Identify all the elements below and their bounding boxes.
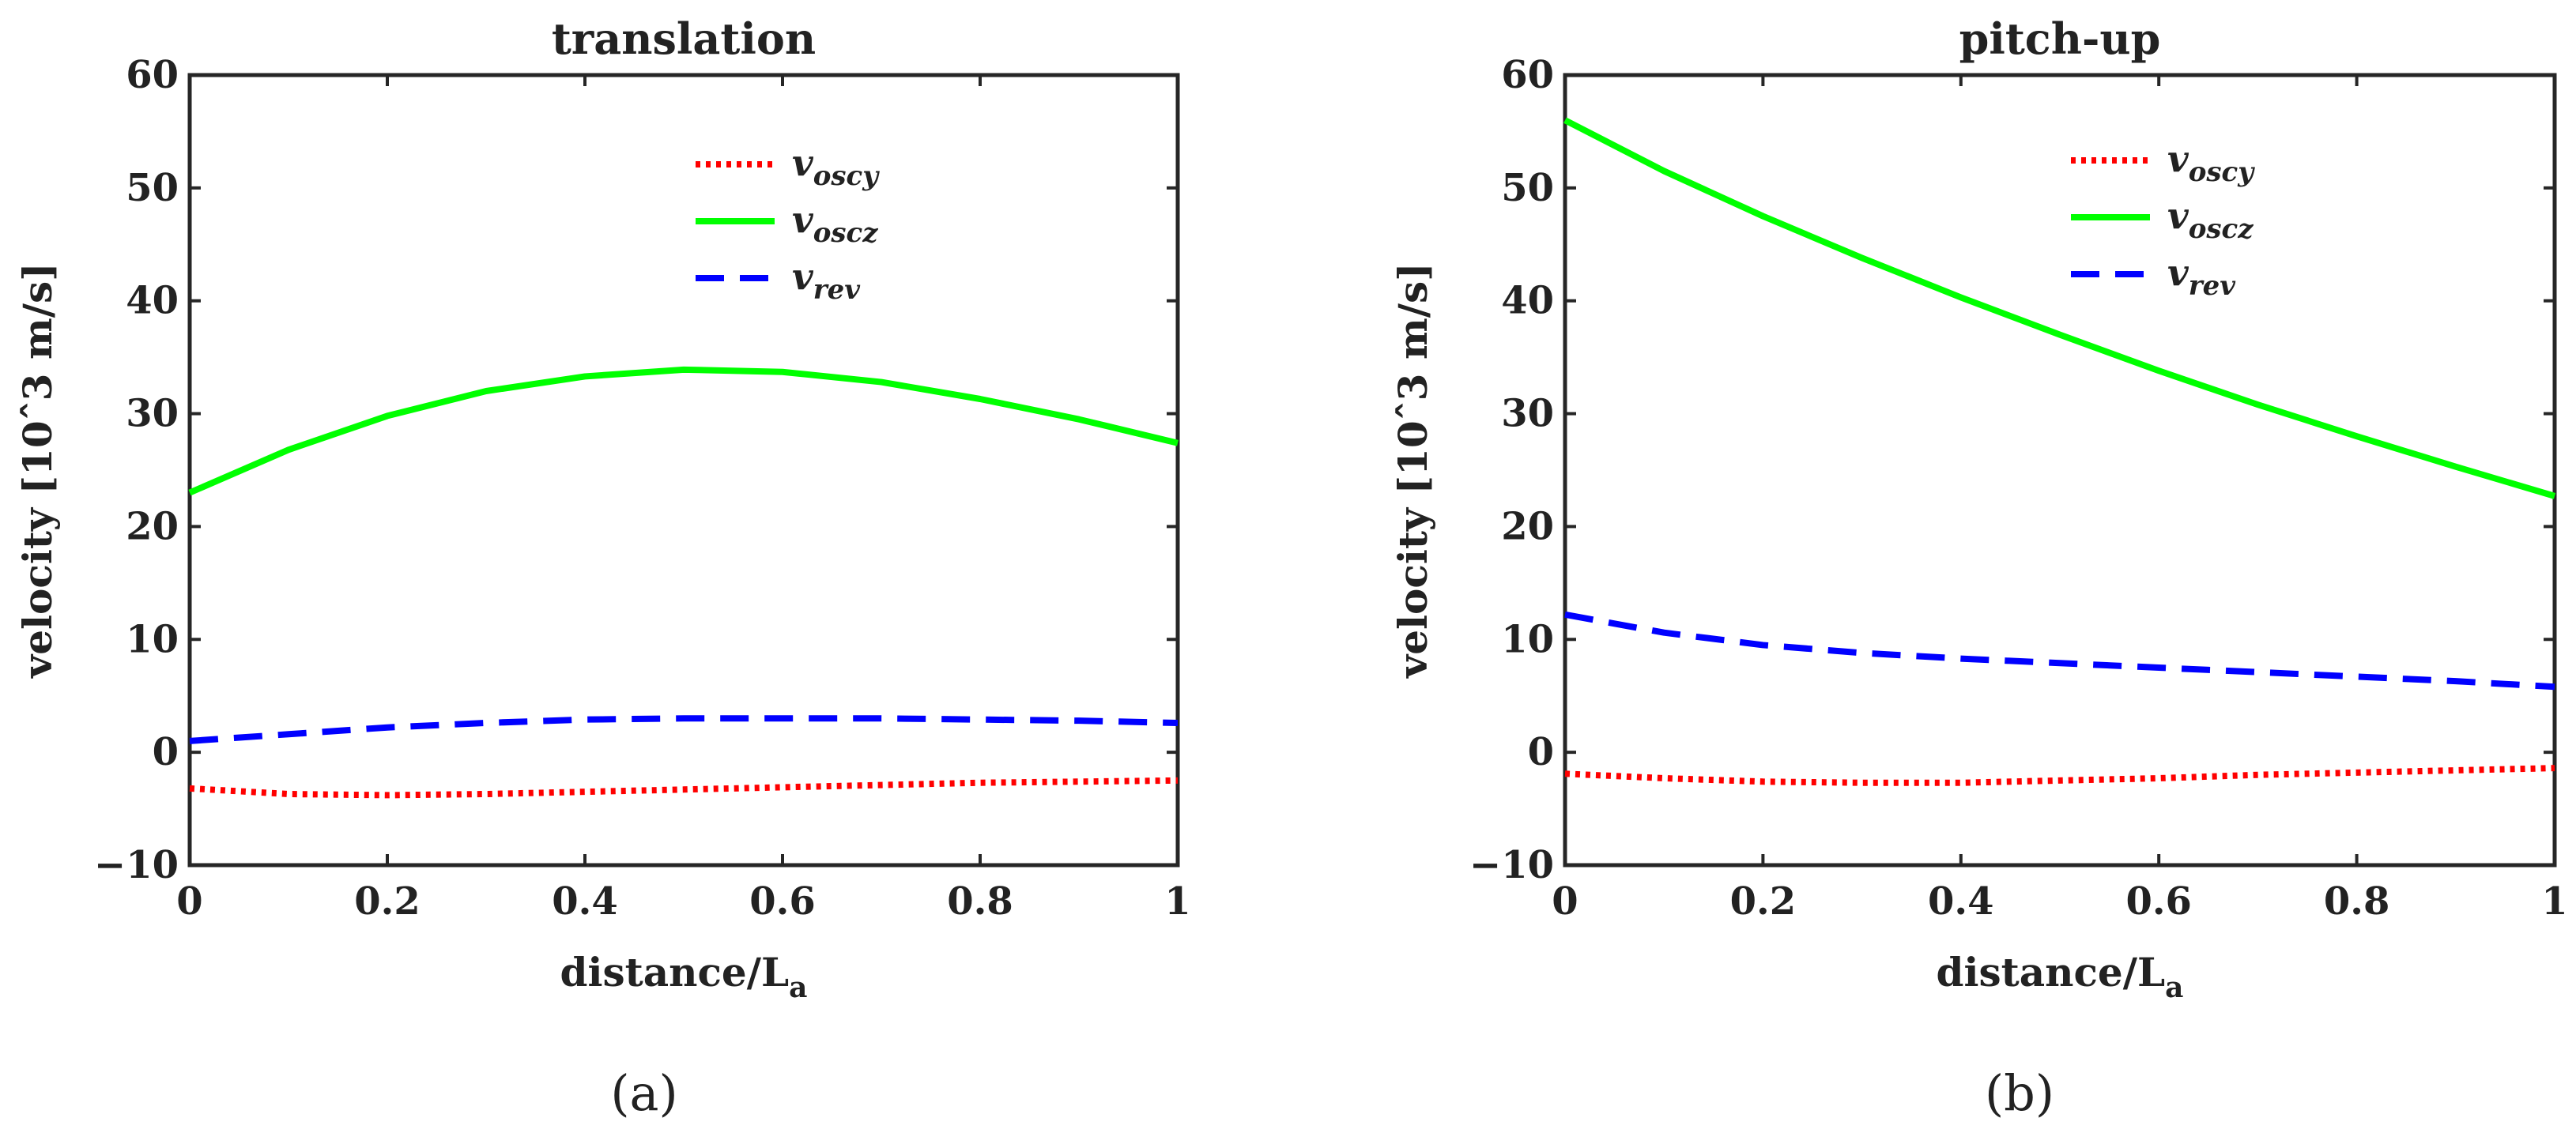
y-tick-label: 50	[1501, 166, 1554, 210]
series-line-oscy	[189, 777, 1179, 799]
y-tick-labels: −10 0 10 20 30 40 50 60	[1469, 53, 1554, 887]
y-tick-label: 30	[126, 392, 179, 436]
x-axis-label-main: distance/L	[1937, 949, 2166, 996]
series-line-rev	[189, 715, 1179, 744]
y-tick-label: 20	[1501, 504, 1554, 548]
panel-pitch-up: pitch-up 0 0.2 0.4 0.6 0.8 1 −100102030405060…	[1390, 13, 2568, 1122]
x-tick-label: 1	[2541, 879, 2567, 924]
y-tick-label: 0	[1528, 730, 1554, 774]
x-tick-labels: 0 0.2 0.4 0.6 0.8 1	[1552, 879, 2567, 924]
series-line-oscz	[188, 366, 1179, 496]
x-tick-label: 0.6	[2125, 879, 2192, 924]
tick-marks	[1563, 73, 2556, 867]
x-axis-label-main: distance/L	[560, 949, 790, 996]
y-tick-labels: −10 0 10 20 30 40 50 60	[94, 53, 179, 887]
series-line-rev	[1564, 611, 2555, 691]
y-tick-label: 0	[153, 730, 179, 774]
x-axis-label: distance/La	[1937, 949, 2184, 1004]
y-tick-label: −10	[1469, 843, 1554, 887]
panel-translation: translation 0 0.2 0.4 0.6 0.8 1 −100102030405…	[14, 13, 1191, 1122]
x-tick-label: 0.2	[354, 879, 421, 924]
y-tick-label: 40	[1501, 279, 1554, 323]
panel-caption: (b)	[1985, 1064, 2054, 1122]
legend-label-oscz: voscz	[792, 198, 878, 249]
y-tick-label: 40	[126, 279, 179, 323]
y-tick-label: 10	[1501, 617, 1554, 661]
x-axis-label-subscript: a	[789, 971, 807, 1004]
x-tick-labels: 0 0.2 0.4 0.6 0.8 1	[176, 879, 1190, 924]
y-tick-label: 30	[1501, 392, 1554, 436]
x-tick-label: 0.4	[552, 879, 618, 924]
x-tick-label: 0.2	[1730, 879, 1797, 924]
y-tick-label: 20	[126, 504, 179, 548]
legend: voscy voscz vrev	[696, 141, 880, 306]
plot-area	[187, 73, 1180, 868]
y-axis-label: velocity [10ˆ3 m/s]	[1390, 262, 1436, 679]
y-tick-label: 50	[126, 166, 179, 210]
legend-label-oscy: voscy	[2167, 137, 2255, 188]
y-tick-label: 60	[126, 53, 179, 97]
x-tick-label: 0	[176, 879, 202, 924]
series-line-oscz	[1563, 117, 2556, 499]
x-tick-label: 0.4	[1928, 879, 1994, 924]
legend: voscy voscz vrev	[2071, 137, 2255, 302]
legend-label-rev: vrev	[2167, 251, 2236, 302]
x-tick-label: 0.6	[749, 879, 816, 924]
x-tick-label: 0.8	[2324, 879, 2390, 924]
y-tick-label: 60	[1501, 53, 1554, 97]
x-axis-label-subscript: a	[2165, 971, 2183, 1004]
plot-area	[1563, 73, 2557, 868]
y-tick-label: −10	[94, 843, 179, 887]
data-lines	[1563, 117, 2556, 786]
chart-title: pitch-up	[1959, 13, 2161, 64]
legend-label-oscz: voscz	[2167, 194, 2254, 245]
x-tick-label: 0	[1552, 879, 1578, 924]
data-lines	[188, 366, 1179, 799]
chart-title: translation	[552, 13, 816, 64]
legend-label-oscy: voscy	[792, 141, 880, 192]
legend-label-rev: vrev	[792, 255, 861, 306]
series-line-oscy	[1564, 765, 2555, 786]
y-tick-label: 10	[126, 617, 179, 661]
x-axis-label: distance/La	[560, 949, 808, 1004]
x-tick-label: 0.8	[947, 879, 1013, 924]
y-axis-label: velocity [10ˆ3 m/s]	[14, 262, 61, 679]
x-tick-label: 1	[1164, 879, 1190, 924]
tick-marks	[188, 73, 1179, 867]
panel-caption: (a)	[610, 1064, 677, 1122]
